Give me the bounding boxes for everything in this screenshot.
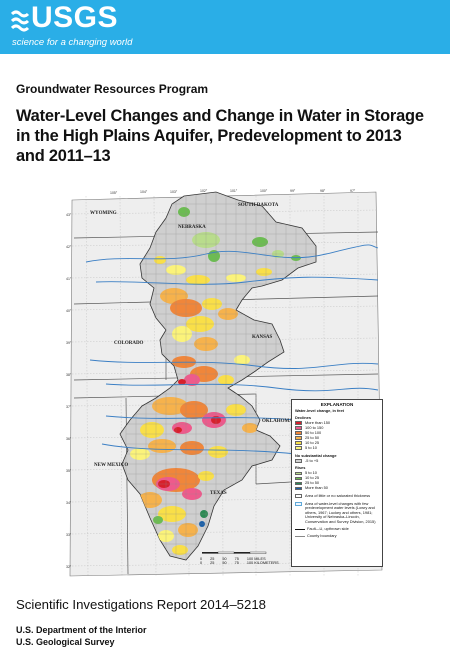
program-name: Groundwater Resources Program bbox=[16, 82, 209, 96]
legend-label: 5 to 10 bbox=[305, 444, 317, 450]
state-label-kansas: KANSAS bbox=[252, 335, 273, 340]
legend-label: More than 150 bbox=[305, 419, 331, 425]
svg-text:99°: 99° bbox=[290, 189, 296, 193]
legend-label: 25 to 50 bbox=[305, 434, 320, 440]
legend-row: 10 to 25 bbox=[295, 439, 379, 446]
legend-row: -5 to +5 bbox=[295, 458, 379, 463]
legend-row: 5 to 10 bbox=[295, 471, 379, 476]
svg-text:36°: 36° bbox=[66, 437, 72, 441]
legend-swatch bbox=[295, 436, 302, 441]
legend-row: More than 50 bbox=[295, 486, 379, 491]
svg-text:100°: 100° bbox=[260, 189, 268, 193]
legend-label: Fault—U, upthrown side bbox=[307, 525, 349, 531]
svg-text:34°: 34° bbox=[66, 501, 72, 505]
legend-swatch bbox=[295, 471, 302, 476]
publisher-block: U.S. Department of the Interior U.S. Geo… bbox=[16, 624, 147, 648]
svg-text:38°: 38° bbox=[66, 373, 72, 377]
usgs-wordmark: USGS bbox=[31, 1, 119, 34]
legend-row: Area of little or no saturated thickness bbox=[295, 492, 379, 499]
usgs-wave-icon bbox=[11, 10, 30, 32]
legend-label: 25 to 50 bbox=[305, 480, 320, 486]
legend-row: 25 to 50 bbox=[295, 481, 379, 486]
legend-swatch bbox=[295, 446, 302, 451]
report-title: Water-Level Changes and Change in Water … bbox=[16, 107, 424, 165]
legend-declines-header: Declines bbox=[295, 415, 312, 421]
map-legend: EXPLANATION Water-level change, in feet … bbox=[291, 399, 383, 567]
svg-text:37°: 37° bbox=[66, 405, 72, 409]
legend-label: Area of water-level changes with few pre… bbox=[305, 500, 376, 524]
svg-text:103°: 103° bbox=[170, 190, 178, 194]
svg-text:41°: 41° bbox=[66, 277, 72, 281]
svg-text:35°: 35° bbox=[66, 469, 72, 473]
svg-text:32°: 32° bbox=[66, 565, 72, 569]
legend-swatch bbox=[295, 481, 302, 486]
legend-label: County boundary bbox=[307, 532, 337, 538]
scale-km: 0 25 50 75 100 KILOMETERS bbox=[200, 561, 279, 565]
legend-label: 10 to 25 bbox=[305, 475, 320, 481]
svg-text:33°: 33° bbox=[66, 533, 72, 537]
legend-rises-header: Rises bbox=[295, 465, 306, 471]
legend-row: 25 to 50 bbox=[295, 434, 379, 441]
state-label-nebraska: NEBRASKA bbox=[178, 225, 206, 230]
svg-text:105°: 105° bbox=[110, 191, 118, 195]
svg-text:43°: 43° bbox=[66, 213, 72, 217]
scale-bar-graphic bbox=[202, 551, 267, 554]
svg-text:98°: 98° bbox=[320, 189, 326, 193]
usgs-banner: USGS science for a changing world bbox=[0, 0, 450, 54]
legend-label: Area of little or no saturated thickness bbox=[305, 492, 371, 498]
longitude-labels: 105° 104° 103° 102° 101° 100° 99° 98° 97… bbox=[110, 189, 356, 195]
legend-label: 5 to 10 bbox=[305, 470, 317, 476]
agency-name: U.S. Geological Survey bbox=[16, 637, 115, 647]
legend-label: 100 to 150 bbox=[305, 424, 324, 430]
svg-text:40°: 40° bbox=[66, 309, 72, 313]
latitude-labels: 43° 42° 41° 40° 39° 38° 37° 36° 35° 34° … bbox=[66, 213, 72, 569]
state-label-oklahoma: OKLAHOMA bbox=[262, 419, 293, 424]
svg-text:102°: 102° bbox=[200, 189, 208, 193]
legend-title: EXPLANATION bbox=[320, 402, 354, 407]
legend-label: 50 to 100 bbox=[305, 429, 322, 435]
legend-row: County boundary bbox=[295, 532, 379, 539]
legend-row: More than 150 bbox=[295, 419, 379, 426]
state-label-south-dakota: SOUTH DAKOTA bbox=[238, 203, 279, 208]
legend-row: 10 to 25 bbox=[295, 476, 379, 481]
state-label-new-mexico: NEW MEXICO bbox=[94, 463, 128, 468]
legend-row: 50 to 100 bbox=[295, 429, 379, 436]
scale-bar: 0 25 50 75 100 MILES 0 25 50 75 100 KILOMETERS bbox=[200, 551, 280, 566]
usgs-tagline: science for a changing world bbox=[12, 37, 133, 48]
department-name: U.S. Department of the Interior bbox=[16, 625, 147, 635]
legend-swatch bbox=[295, 441, 302, 446]
legend-label: 10 to 25 bbox=[305, 439, 320, 445]
legend-swatch bbox=[295, 458, 302, 463]
legend-county-line bbox=[295, 535, 305, 537]
legend-swatch bbox=[295, 486, 302, 491]
legend-swatch bbox=[295, 426, 302, 431]
report-series: Scientific Investigations Report 2014–52… bbox=[16, 597, 266, 612]
state-label-wyoming: WYOMING bbox=[90, 211, 117, 216]
legend-label: More than 50 bbox=[305, 485, 328, 491]
legend-subtitle: Water-level change, in feet bbox=[295, 407, 344, 413]
legend-fault-line bbox=[295, 528, 305, 530]
state-label-texas: TEXAS bbox=[210, 491, 227, 496]
legend-row: Fault—U, upthrown side bbox=[295, 525, 379, 532]
svg-text:101°: 101° bbox=[230, 189, 238, 193]
legend-label: -5 to +5 bbox=[305, 457, 319, 463]
svg-text:39°: 39° bbox=[66, 341, 72, 345]
legend-row: 5 to 10 bbox=[295, 444, 379, 451]
scale-miles: 0 25 50 75 100 MILES bbox=[200, 556, 266, 561]
state-label-colorado: COLORADO bbox=[114, 341, 144, 346]
legend-swatch bbox=[295, 431, 302, 436]
legend-swatch bbox=[295, 494, 302, 499]
legend-row: Area of water-level changes with few pre… bbox=[295, 500, 379, 525]
svg-text:104°: 104° bbox=[140, 190, 148, 194]
svg-text:97°: 97° bbox=[350, 189, 356, 193]
legend-swatch bbox=[295, 421, 302, 426]
legend-swatch bbox=[295, 476, 302, 481]
legend-swatch bbox=[295, 502, 302, 506]
legend-no-change-header: No substantial change bbox=[295, 452, 337, 458]
usgs-logo[interactable]: USGS science for a changing world bbox=[11, 1, 141, 50]
svg-text:42°: 42° bbox=[66, 245, 72, 249]
legend-row: 100 to 150 bbox=[295, 424, 379, 431]
